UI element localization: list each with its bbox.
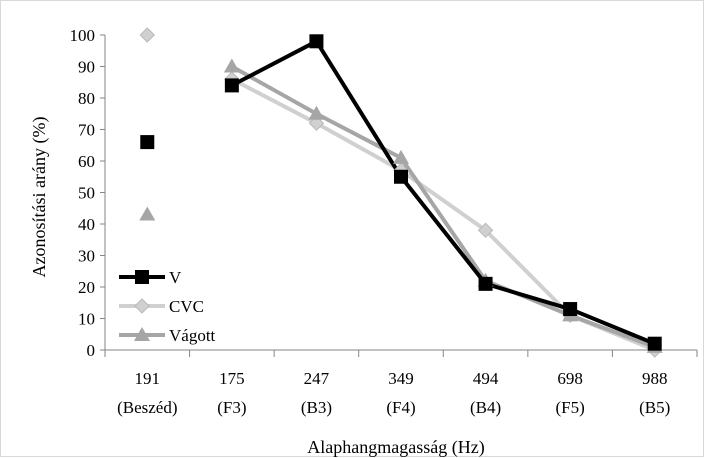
- data-point-vágott: [308, 105, 325, 120]
- x-category-label: 494: [473, 369, 499, 388]
- data-point-cvc: [139, 27, 155, 43]
- x-category-label: 698: [557, 369, 583, 388]
- series-line-v: [230, 39, 656, 346]
- x-axis-title: Alaphangmagasság (Hz): [307, 437, 484, 458]
- legend-label: CVC: [169, 297, 204, 316]
- y-axis-title: Azonosítási arány (%): [29, 117, 50, 278]
- data-point-v: [563, 302, 578, 317]
- x-category-sublabel: (B5): [639, 398, 670, 417]
- data-point-v: [394, 169, 408, 184]
- legend-label: V: [169, 268, 182, 287]
- x-category-sublabel: (B3): [301, 398, 332, 417]
- legend: V CVC Vágott: [119, 268, 216, 345]
- y-tick-label: 80: [78, 89, 95, 108]
- data-point-vágott: [393, 149, 409, 164]
- legend-marker: [134, 298, 150, 314]
- x-category-label: 349: [388, 369, 414, 388]
- x-category-sublabel: (F5): [556, 398, 585, 417]
- axes: 0 10 20 30 40 50 60 70 80 90 100 191 (Beszéd) 175 (F3)…: [70, 26, 698, 417]
- x-category-sublabel: (F4): [386, 398, 415, 417]
- y-tick-label: 30: [78, 247, 95, 266]
- x-category-sublabel: (Beszéd): [117, 398, 177, 417]
- data-point-cvc: [477, 222, 494, 239]
- y-tick-label: 50: [78, 184, 95, 203]
- series-line-vágott: [230, 64, 656, 349]
- series-line-cvc: [230, 77, 656, 352]
- y-tick-label: 90: [78, 58, 95, 77]
- y-tick-label: 20: [78, 278, 95, 297]
- data-point-v: [140, 135, 155, 150]
- y-tick-label: 10: [78, 310, 95, 329]
- data-point-v: [224, 78, 239, 93]
- legend-marker: [135, 270, 149, 284]
- x-category-sublabel: (F3): [217, 398, 246, 417]
- data-point-v: [647, 336, 662, 351]
- x-category-label: 988: [642, 369, 668, 388]
- y-tick-label: 60: [78, 152, 95, 171]
- x-category-label: 247: [304, 369, 330, 388]
- legend-marker: [134, 327, 150, 341]
- data-point-vágott: [139, 206, 156, 221]
- x-category-sublabel: (B4): [470, 398, 501, 417]
- x-category-label: 191: [135, 369, 161, 388]
- y-tick-label: 100: [70, 26, 96, 45]
- data-point-v: [309, 34, 324, 49]
- y-tick-label: 40: [78, 215, 95, 234]
- y-tick-label: 70: [78, 121, 95, 140]
- series-layer: [139, 27, 663, 358]
- data-point-v: [478, 276, 493, 291]
- data-point-vágott: [223, 58, 240, 73]
- legend-label: Vágott: [169, 326, 216, 345]
- x-category-label: 175: [219, 369, 245, 388]
- y-tick-label: 0: [87, 341, 96, 360]
